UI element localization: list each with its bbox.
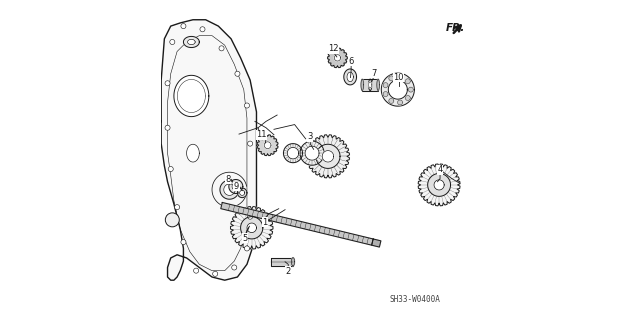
Text: 4: 4 (437, 165, 443, 174)
Text: 3: 3 (307, 132, 312, 141)
Polygon shape (264, 142, 271, 149)
Circle shape (219, 46, 224, 51)
Polygon shape (377, 79, 380, 91)
Circle shape (175, 204, 180, 210)
Polygon shape (291, 258, 294, 266)
Polygon shape (271, 258, 293, 266)
Text: 7: 7 (371, 69, 377, 78)
Text: 11: 11 (256, 130, 266, 139)
Circle shape (244, 103, 250, 108)
Circle shape (244, 246, 250, 251)
Polygon shape (408, 87, 413, 92)
Circle shape (165, 125, 170, 130)
Polygon shape (344, 69, 356, 85)
Polygon shape (434, 180, 444, 190)
Circle shape (248, 141, 253, 146)
Circle shape (212, 271, 218, 276)
Polygon shape (418, 164, 460, 206)
Polygon shape (397, 74, 403, 79)
Text: 8: 8 (225, 175, 230, 184)
Polygon shape (257, 135, 278, 156)
Polygon shape (307, 135, 349, 178)
Circle shape (170, 40, 175, 45)
Polygon shape (372, 239, 381, 247)
Circle shape (181, 24, 186, 29)
Polygon shape (187, 144, 199, 162)
Polygon shape (188, 39, 195, 45)
Circle shape (165, 213, 179, 227)
Polygon shape (362, 79, 378, 91)
Circle shape (248, 214, 253, 219)
Polygon shape (389, 99, 394, 103)
Text: FR.: FR. (445, 23, 465, 33)
Polygon shape (405, 79, 410, 84)
Circle shape (235, 71, 240, 76)
Polygon shape (184, 36, 199, 48)
Polygon shape (229, 180, 243, 194)
Polygon shape (428, 174, 451, 196)
Text: 5: 5 (243, 234, 248, 243)
Polygon shape (381, 73, 414, 106)
Polygon shape (300, 141, 324, 165)
Polygon shape (247, 223, 257, 233)
Text: 12: 12 (328, 44, 339, 54)
Polygon shape (334, 55, 340, 61)
Polygon shape (239, 190, 244, 196)
Text: 2: 2 (285, 267, 291, 276)
Polygon shape (322, 151, 333, 162)
Polygon shape (389, 76, 394, 81)
Circle shape (200, 27, 205, 32)
Polygon shape (388, 80, 407, 99)
Polygon shape (316, 144, 340, 168)
Circle shape (193, 268, 198, 273)
Polygon shape (347, 72, 353, 82)
Polygon shape (237, 188, 247, 197)
Text: 10: 10 (394, 73, 404, 82)
Polygon shape (220, 180, 239, 199)
Polygon shape (230, 206, 273, 249)
Polygon shape (369, 79, 372, 91)
Polygon shape (224, 184, 235, 196)
Circle shape (168, 167, 173, 172)
Text: 6: 6 (348, 56, 354, 65)
Polygon shape (305, 146, 319, 160)
Polygon shape (284, 144, 303, 163)
Polygon shape (361, 79, 364, 91)
Text: 9: 9 (234, 182, 239, 191)
Text: SH33-W0400A: SH33-W0400A (390, 295, 441, 304)
Polygon shape (383, 92, 388, 97)
Polygon shape (161, 20, 257, 280)
Polygon shape (174, 75, 209, 117)
Polygon shape (241, 217, 263, 239)
Polygon shape (287, 147, 299, 159)
Circle shape (232, 265, 237, 270)
Circle shape (181, 240, 186, 245)
Polygon shape (405, 96, 410, 100)
Polygon shape (328, 48, 348, 68)
Circle shape (165, 81, 170, 86)
Polygon shape (369, 82, 372, 88)
Polygon shape (383, 83, 388, 88)
Polygon shape (397, 100, 403, 105)
Polygon shape (221, 203, 373, 245)
Polygon shape (232, 183, 239, 190)
Text: 1: 1 (262, 218, 268, 227)
